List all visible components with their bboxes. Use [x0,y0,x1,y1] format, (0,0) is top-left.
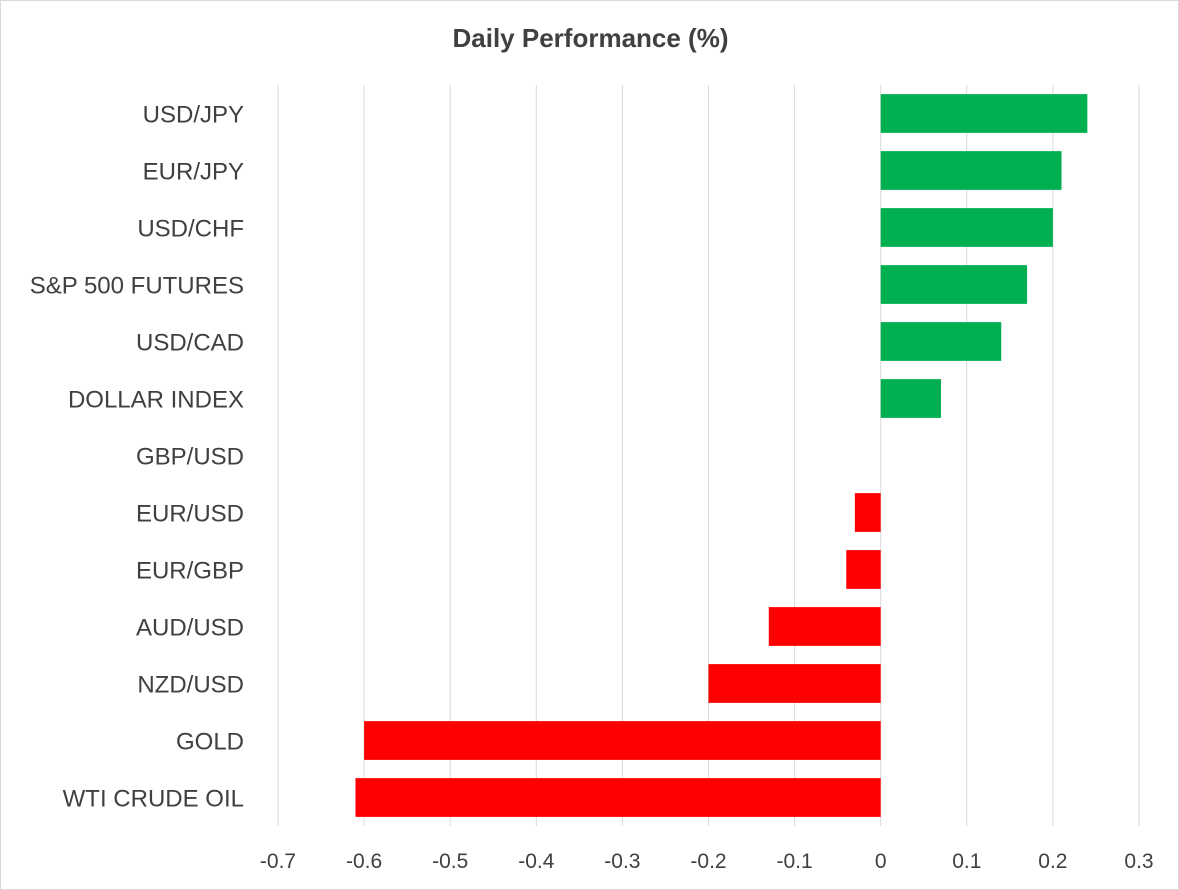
x-tick-label: -0.5 [432,850,468,873]
bar [880,265,1028,304]
x-tick-labels: -0.7 -0.6 -0.5 -0.4 -0.3 -0.2 -0.1 0 0.1 0.2 0.3 [260,850,1154,873]
x-tick-label: -0.7 [260,850,296,873]
x-tick-label: 0.3 [1124,850,1153,873]
bar [846,550,881,589]
bar [768,607,881,646]
bar [355,778,881,817]
category-label: GBP/USD [136,444,244,471]
bar [880,151,1062,190]
category-label: USD/CAD [136,330,244,357]
bar [364,721,881,760]
category-label: AUD/USD [136,615,244,642]
chart-title: Daily Performance (%) [452,23,729,53]
bar [880,208,1053,247]
category-label: GOLD [176,729,244,756]
x-tick-label: 0.1 [952,850,981,873]
bar [880,379,941,418]
bar [708,664,881,703]
x-tick-label: -0.1 [777,850,813,873]
bars [355,94,1088,817]
x-tick-label: 0.2 [1038,850,1067,873]
x-tick-label: -0.3 [604,850,640,873]
x-tick-label: -0.2 [690,850,726,873]
category-label: USD/JPY [143,102,244,129]
x-tick-label: -0.6 [346,850,382,873]
bar [854,493,881,532]
category-label: WTI CRUDE OIL [63,786,244,813]
gridlines [277,85,1140,826]
bar [880,94,1088,133]
x-tick-label: 0 [875,850,887,873]
category-labels: USD/JPY EUR/JPY USD/CHF S&P 500 FUTURES USD/… [30,102,244,813]
category-label: USD/CHF [137,216,244,243]
bar [880,322,1002,361]
category-label: EUR/GBP [136,558,244,585]
category-label: S&P 500 FUTURES [30,273,244,300]
category-label: DOLLAR INDEX [68,387,244,414]
category-label: EUR/USD [136,501,244,528]
category-label: NZD/USD [137,672,244,699]
category-label: EUR/JPY [143,159,244,186]
x-tick-label: -0.4 [518,850,555,873]
